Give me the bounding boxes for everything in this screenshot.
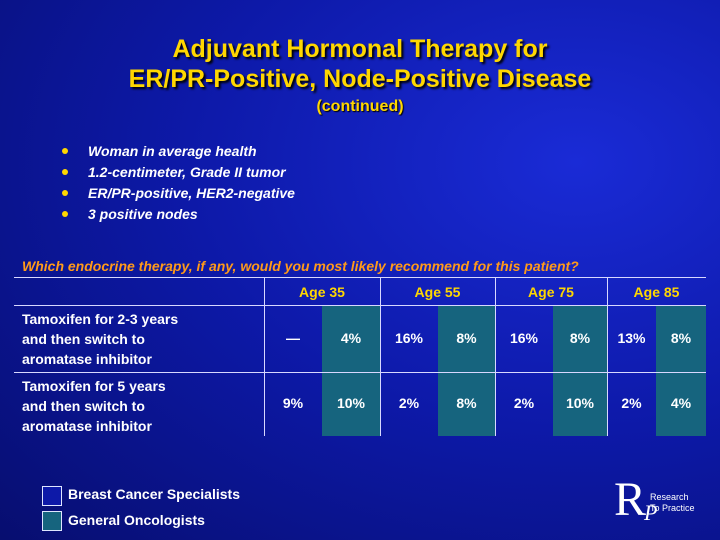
case-bullets: Woman in average health 1.2-centimeter, … [62, 141, 295, 225]
survey-question: Which endocrine therapy, if any, would y… [22, 258, 579, 274]
bullet-text: Woman in average health [88, 143, 257, 159]
oncologist-cell-bg [656, 372, 706, 436]
legend-swatch-specialists [42, 486, 62, 506]
bullet-dot-icon [62, 148, 68, 154]
table-column-divider [495, 277, 496, 436]
oncologist-value: 8% [456, 329, 477, 346]
bullet-dot-icon [62, 190, 68, 196]
oncologist-cell-bg [553, 372, 607, 436]
oncologist-cell-bg [656, 305, 706, 372]
slide-subtitle: (continued) [316, 98, 404, 115]
bullet-item: Woman in average health [62, 141, 295, 162]
oncologist-cell-bg [553, 305, 607, 372]
legend-label-specialists: Breast Cancer Specialists [68, 486, 240, 502]
age-column-header: Age 75 [528, 284, 574, 300]
table-rule [14, 277, 706, 278]
legend-swatch-oncologists [42, 511, 62, 531]
title-line-1: Adjuvant Hormonal Therapy for [172, 35, 548, 63]
research-to-practice-logo: R P Research To Practice [610, 473, 710, 532]
logo-text-line1: Research [650, 492, 689, 502]
specialist-value: 2% [513, 395, 535, 411]
table-column-divider [607, 277, 608, 436]
specialist-value: 2% [398, 395, 420, 411]
specialist-value: 16% [509, 329, 539, 346]
logo-text-line2: To Practice [650, 503, 695, 513]
oncologist-value: 10% [336, 395, 366, 411]
title-line-2: ER/PR-Positive, Node-Positive Disease [128, 65, 592, 93]
table-column-divider [380, 277, 381, 436]
oncologist-cell-bg [438, 305, 495, 372]
bullet-dot-icon [62, 211, 68, 217]
row-label: Tamoxifen for 2-3 years and then switch t… [22, 311, 179, 367]
oncologist-value: 4% [340, 329, 362, 346]
slide-title: Adjuvant Hormonal Therapy for ER/PR-Posi… [0, 34, 720, 94]
table-column-divider [264, 277, 265, 436]
row-label: Tamoxifen for 5 years and then switch to a… [22, 378, 166, 434]
table-rule [14, 372, 706, 373]
oncologist-value: 8% [569, 329, 591, 346]
age-column-header: Age 35 [299, 284, 345, 300]
age-column-header: Age 85 [633, 284, 680, 300]
bullet-text: 3 positive nodes [88, 206, 198, 222]
specialist-value: 13% [617, 329, 646, 346]
legend-label-oncologists: General Oncologists [68, 512, 205, 528]
oncologist-value: 8% [456, 395, 477, 411]
oncologist-cell-bg [438, 372, 495, 436]
bullet-item: 1.2-centimeter, Grade II tumor [62, 162, 295, 183]
logo-mark-r: R [614, 473, 647, 526]
oncologist-value: 10% [565, 395, 595, 411]
bullet-text: 1.2-centimeter, Grade II tumor [88, 164, 286, 180]
bullet-item: ER/PR-positive, HER2-negative [62, 183, 295, 204]
oncologist-cell-bg [322, 305, 380, 372]
bullet-item: 3 positive nodes [62, 204, 295, 225]
specialist-value: 9% [282, 395, 304, 411]
specialist-value: — [286, 329, 300, 346]
oncologist-value: 8% [670, 329, 692, 346]
table-rule [14, 305, 706, 306]
specialist-value: 2% [621, 395, 642, 411]
specialist-value: 16% [394, 329, 424, 346]
bullet-text: ER/PR-positive, HER2-negative [88, 185, 295, 201]
age-column-header: Age 55 [414, 284, 461, 300]
bullet-dot-icon [62, 169, 68, 175]
logo-mark-p: P [644, 500, 658, 525]
oncologist-cell-bg [322, 372, 380, 436]
oncologist-value: 4% [670, 395, 692, 411]
